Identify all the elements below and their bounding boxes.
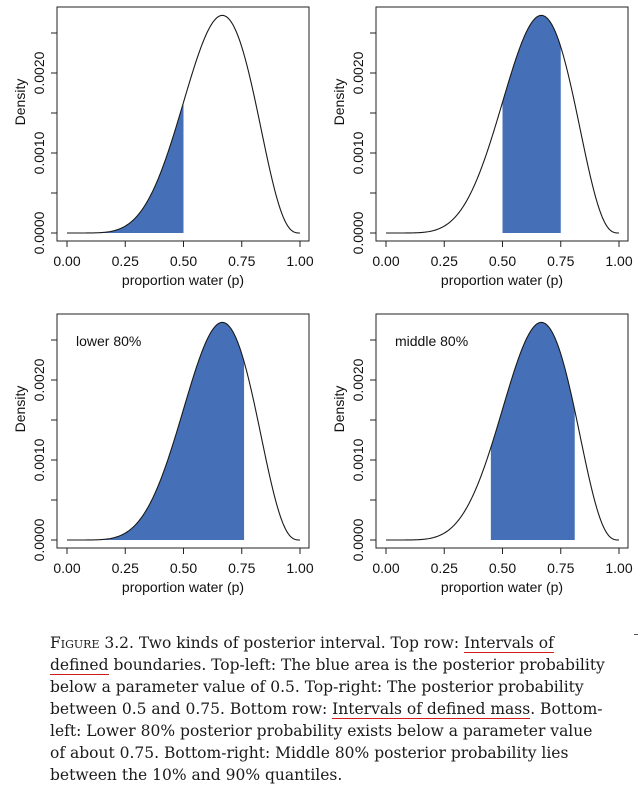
- caption-figure-number: Figure 3.2.: [50, 634, 134, 652]
- plot-frame: [375, 6, 629, 242]
- shaded-interval-area: [490, 322, 575, 540]
- y-tick-label: 0.0020: [350, 51, 366, 94]
- x-tick-label: 0.75: [228, 253, 255, 269]
- x-tick-label: 0.00: [372, 560, 399, 576]
- figure-caption: Figure 3.2. Two kinds of posterior inter…: [50, 632, 610, 786]
- x-tick-label: 0.50: [489, 560, 516, 576]
- y-tick-label: 0.0020: [31, 51, 47, 94]
- posterior-interval-figure: 0.00 0.25 0.50 0.75 1.00 proportion water (p)…: [12, 6, 633, 595]
- x-axis-label: proportion water (p): [441, 579, 563, 595]
- x-tick-label: 0.75: [547, 253, 574, 269]
- caption-underlined-1: Intervals of defined: [50, 634, 554, 675]
- x-axis-label: proportion water (p): [441, 272, 563, 288]
- y-axis-label: Density: [331, 79, 347, 126]
- shaded-interval-area: [67, 102, 184, 233]
- x-tick-label: 0.25: [431, 560, 458, 576]
- y-tick-label: 0.0010: [350, 131, 366, 174]
- x-axis-label: proportion water (p): [122, 579, 244, 595]
- x-tick-label: 1.00: [286, 560, 313, 576]
- density-curve: [67, 14, 300, 234]
- y-tick-label: 0.0010: [31, 131, 47, 174]
- x-tick-label: 0.75: [547, 560, 574, 576]
- interval-annotation: lower 80%: [76, 333, 141, 349]
- x-tick-label: 1.00: [605, 560, 632, 576]
- x-tick-label: 0.25: [112, 560, 139, 576]
- y-axis-label: Density: [12, 386, 28, 433]
- y-tick-label: 0.0000: [31, 518, 47, 561]
- density-curve: [386, 14, 619, 234]
- y-tick-label: 0.0000: [350, 518, 366, 561]
- density-curve: [386, 321, 619, 541]
- x-tick-label: 1.00: [286, 253, 313, 269]
- chart-panel-4: 0.00 0.25 0.50 0.75 1.00 proportion water (p)…: [331, 313, 633, 595]
- x-tick-label: 0.00: [53, 560, 80, 576]
- chart-panel-3: 0.00 0.25 0.50 0.75 1.00 proportion water (p)…: [12, 313, 314, 595]
- y-axis-label: Density: [331, 386, 347, 433]
- x-tick-label: 0.50: [489, 253, 516, 269]
- y-tick-label: 0.0000: [31, 211, 47, 254]
- x-tick-label: 0.50: [170, 253, 197, 269]
- interval-annotation: middle 80%: [395, 333, 468, 349]
- shaded-interval-area: [67, 322, 245, 540]
- x-tick-label: 0.00: [372, 253, 399, 269]
- x-tick-label: 0.50: [170, 560, 197, 576]
- y-tick-label: 0.0000: [350, 211, 366, 254]
- margin-mark: [634, 634, 638, 635]
- y-tick-label: 0.0020: [350, 358, 366, 401]
- y-tick-label: 0.0010: [31, 438, 47, 481]
- shaded-interval-area: [502, 15, 561, 234]
- x-axis-label: proportion water (p): [122, 272, 244, 288]
- y-axis-label: Density: [12, 79, 28, 126]
- x-tick-label: 0.25: [112, 253, 139, 269]
- y-tick-label: 0.0010: [350, 438, 366, 481]
- x-tick-label: 0.75: [228, 560, 255, 576]
- x-tick-label: 1.00: [605, 253, 632, 269]
- caption-text-1: Two kinds of posterior interval. Top row…: [133, 634, 465, 652]
- density-curve: [67, 321, 300, 541]
- caption-underlined-2: Intervals of defined mass: [332, 700, 531, 719]
- chart-panel-1: 0.00 0.25 0.50 0.75 1.00 proportion water (p)…: [12, 6, 314, 288]
- x-tick-label: 0.00: [53, 253, 80, 269]
- chart-panel-2: 0.00 0.25 0.50 0.75 1.00 proportion water (p)…: [331, 6, 633, 288]
- y-tick-label: 0.0020: [31, 358, 47, 401]
- x-tick-label: 0.25: [431, 253, 458, 269]
- caption-text-2: boundaries. Top-left: The blue area is t…: [50, 656, 605, 718]
